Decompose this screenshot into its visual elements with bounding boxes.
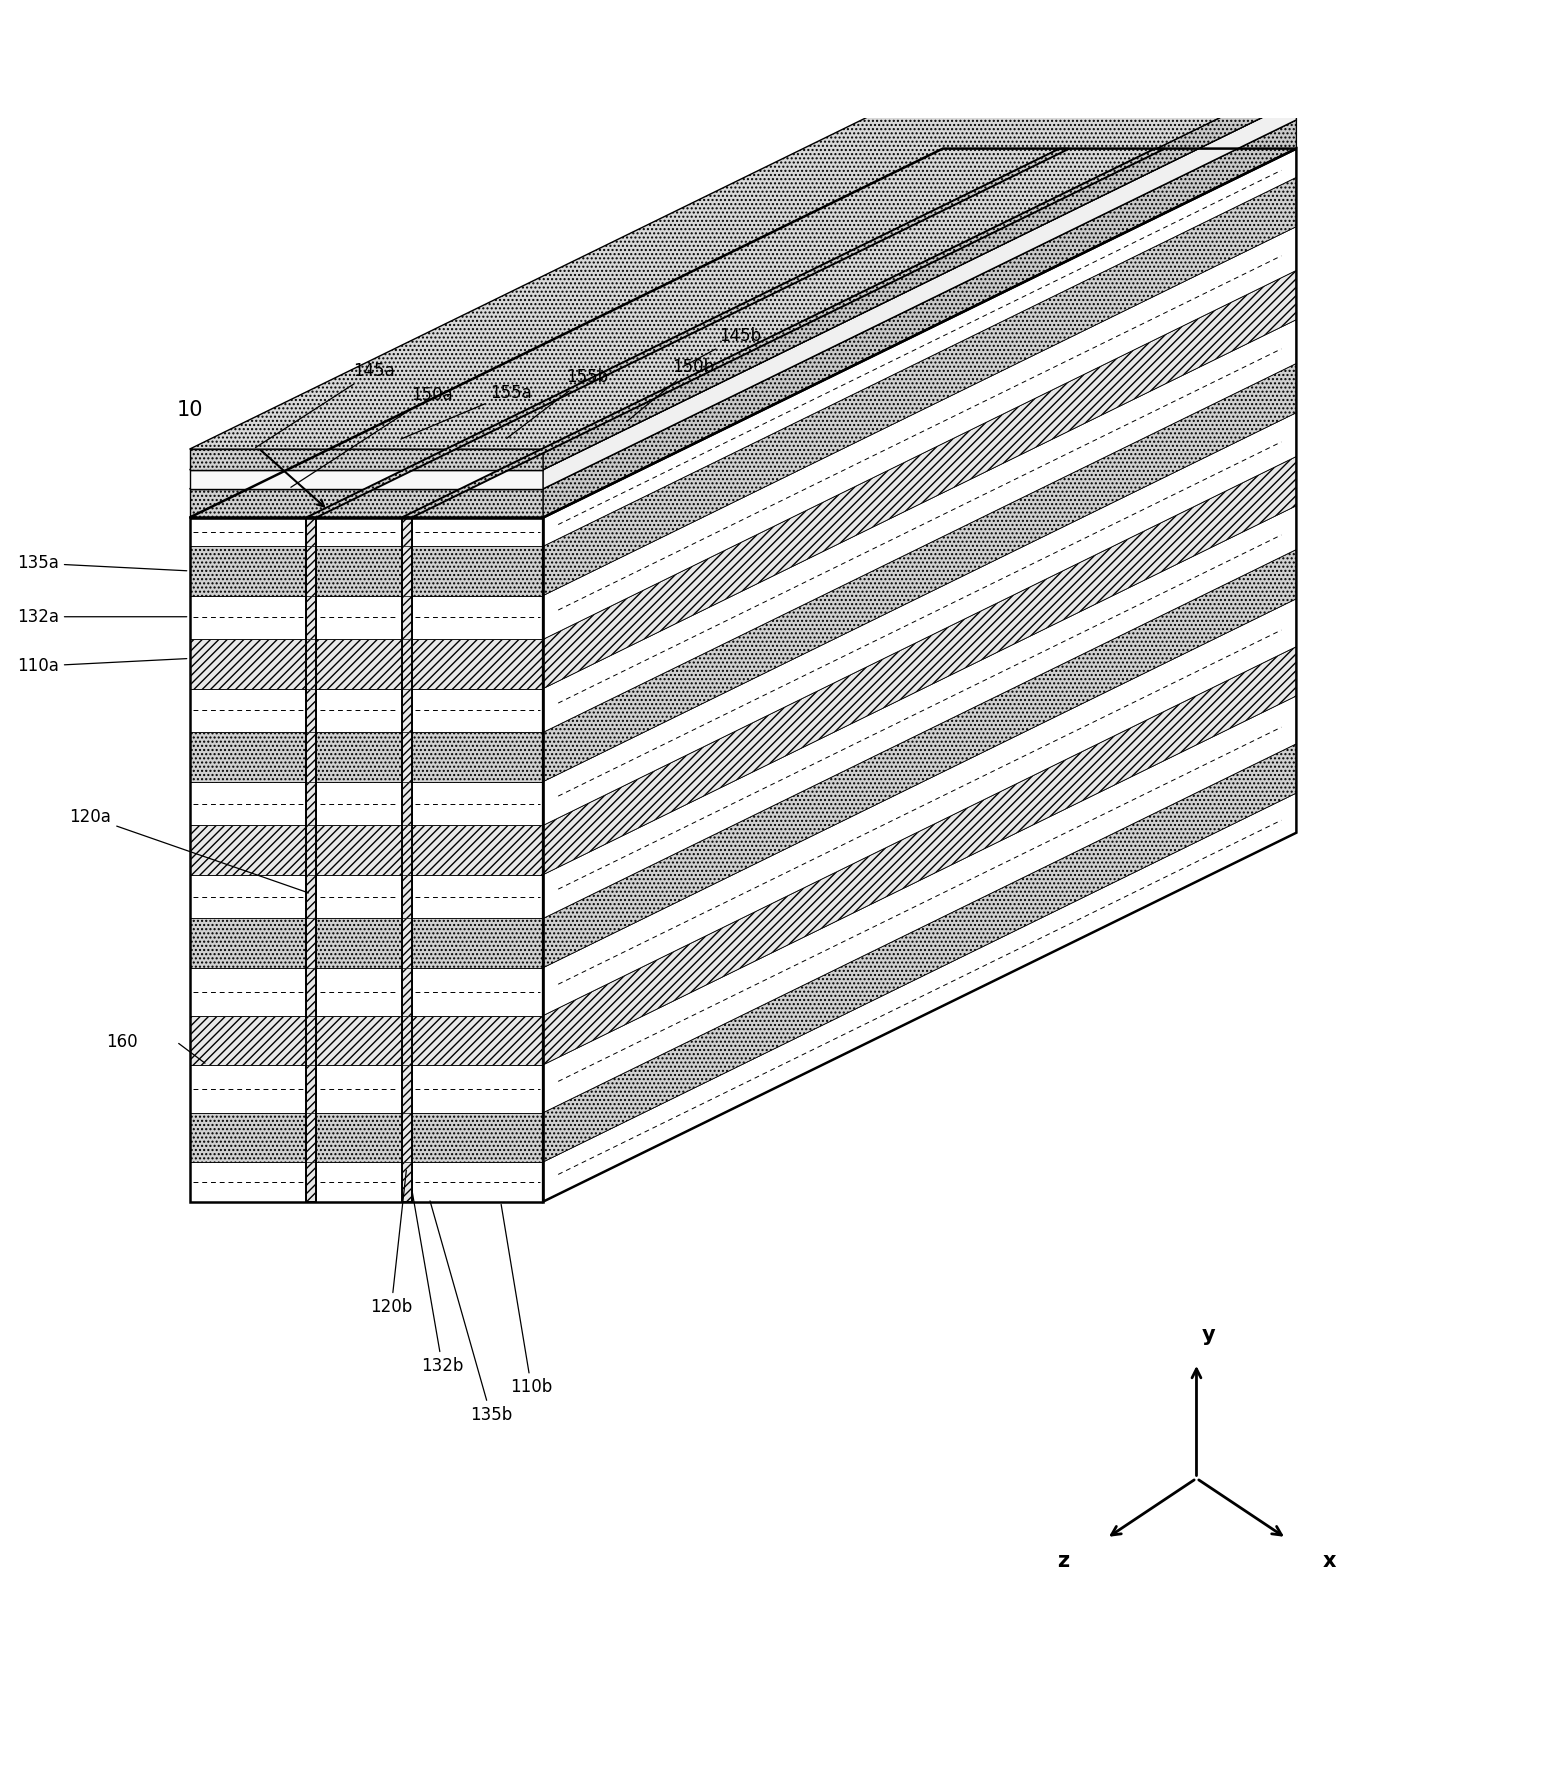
Polygon shape	[402, 1113, 411, 1161]
Polygon shape	[190, 121, 1297, 489]
Polygon shape	[402, 518, 411, 546]
Polygon shape	[307, 149, 1070, 518]
Polygon shape	[543, 413, 1297, 826]
Text: x: x	[1323, 1551, 1336, 1571]
Text: 145a: 145a	[255, 362, 395, 447]
Text: 150b: 150b	[627, 358, 715, 420]
Text: 135a: 135a	[17, 555, 187, 573]
Polygon shape	[402, 640, 411, 688]
Polygon shape	[307, 1066, 316, 1113]
Polygon shape	[402, 688, 411, 732]
Polygon shape	[190, 596, 543, 640]
Polygon shape	[190, 149, 1059, 518]
Text: 110a: 110a	[17, 658, 187, 676]
Polygon shape	[543, 793, 1297, 1202]
Polygon shape	[402, 782, 411, 826]
Polygon shape	[190, 449, 543, 470]
Polygon shape	[543, 695, 1297, 1113]
Text: 150a: 150a	[291, 387, 453, 488]
Text: y: y	[1202, 1324, 1216, 1344]
Polygon shape	[543, 505, 1297, 918]
Polygon shape	[190, 1161, 543, 1202]
Polygon shape	[190, 489, 543, 518]
Polygon shape	[411, 149, 1297, 518]
Polygon shape	[307, 968, 316, 1016]
Text: z: z	[1057, 1551, 1070, 1571]
Text: 160: 160	[106, 1032, 139, 1051]
Polygon shape	[307, 518, 316, 546]
Polygon shape	[190, 782, 543, 826]
Text: 145b: 145b	[684, 326, 761, 367]
Polygon shape	[402, 596, 411, 640]
Polygon shape	[307, 1016, 316, 1066]
Polygon shape	[543, 363, 1297, 782]
Polygon shape	[190, 101, 1297, 470]
Polygon shape	[543, 269, 1297, 688]
Text: 132b: 132b	[413, 1191, 464, 1376]
Polygon shape	[190, 640, 543, 688]
Polygon shape	[543, 550, 1297, 968]
Text: 110b: 110b	[501, 1204, 553, 1397]
Text: 155a: 155a	[400, 383, 532, 440]
Text: 10: 10	[176, 401, 202, 420]
Polygon shape	[402, 732, 411, 782]
Polygon shape	[543, 456, 1297, 874]
Polygon shape	[307, 640, 316, 688]
Polygon shape	[543, 101, 1297, 489]
Text: 120a: 120a	[70, 808, 308, 894]
Polygon shape	[402, 546, 411, 596]
Polygon shape	[190, 80, 1297, 449]
Polygon shape	[543, 177, 1297, 596]
Polygon shape	[543, 647, 1297, 1066]
Polygon shape	[190, 826, 543, 874]
Polygon shape	[543, 227, 1297, 640]
Polygon shape	[402, 1161, 411, 1202]
Polygon shape	[190, 732, 543, 782]
Polygon shape	[543, 121, 1297, 518]
Polygon shape	[402, 1016, 411, 1066]
Polygon shape	[307, 732, 316, 782]
Polygon shape	[543, 599, 1297, 1016]
Polygon shape	[307, 1161, 316, 1202]
Polygon shape	[307, 596, 316, 640]
Text: 135b: 135b	[430, 1200, 512, 1424]
Polygon shape	[190, 968, 543, 1016]
Polygon shape	[190, 688, 543, 732]
Text: 132a: 132a	[17, 608, 187, 626]
Polygon shape	[190, 874, 543, 918]
Polygon shape	[190, 1016, 543, 1066]
Polygon shape	[190, 1113, 543, 1161]
Polygon shape	[307, 688, 316, 732]
Polygon shape	[316, 149, 1155, 518]
Polygon shape	[190, 918, 543, 968]
Polygon shape	[402, 968, 411, 1016]
Polygon shape	[307, 826, 316, 874]
Polygon shape	[307, 782, 316, 826]
Polygon shape	[543, 743, 1297, 1161]
Polygon shape	[307, 546, 316, 596]
Polygon shape	[190, 546, 543, 596]
Polygon shape	[543, 80, 1297, 470]
Text: 155b: 155b	[506, 369, 607, 438]
Polygon shape	[307, 874, 316, 918]
Polygon shape	[402, 826, 411, 874]
Polygon shape	[402, 1066, 411, 1113]
Text: 120b: 120b	[371, 1170, 413, 1316]
Polygon shape	[402, 149, 1165, 518]
Polygon shape	[543, 319, 1297, 732]
Polygon shape	[402, 918, 411, 968]
Polygon shape	[190, 518, 543, 546]
Polygon shape	[307, 1113, 316, 1161]
Polygon shape	[307, 918, 316, 968]
Polygon shape	[402, 874, 411, 918]
Polygon shape	[190, 470, 543, 489]
Polygon shape	[190, 1066, 543, 1113]
Polygon shape	[543, 149, 1297, 546]
